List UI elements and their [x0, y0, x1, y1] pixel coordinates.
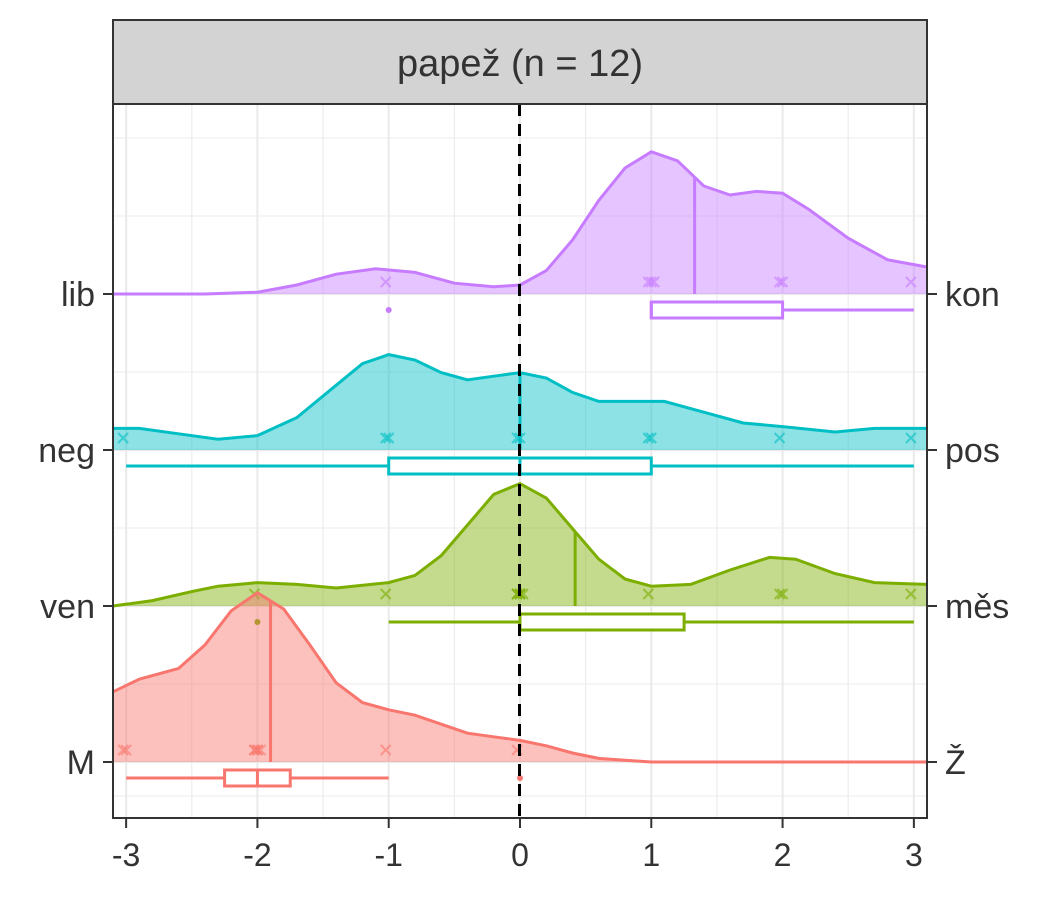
facet-strip — [112, 19, 928, 105]
data-point — [383, 432, 395, 444]
x-tick-label: -1 — [374, 837, 402, 873]
x-tick-label: -3 — [112, 837, 140, 873]
data-point — [645, 276, 657, 288]
density-line — [112, 481, 928, 608]
ridge-group — [112, 591, 927, 788]
box-iqr — [649, 300, 785, 320]
box-iqr — [518, 612, 686, 632]
data-point — [773, 276, 786, 288]
data-point — [773, 432, 786, 444]
data-point — [380, 588, 392, 600]
box-outlier — [517, 775, 523, 781]
ridge-group — [113, 353, 927, 476]
x-tick-label: 3 — [905, 837, 923, 873]
data-point — [642, 432, 654, 444]
density-line — [113, 353, 927, 441]
data-point — [905, 432, 917, 444]
data-point — [642, 588, 654, 600]
data-point — [248, 744, 261, 756]
density-area — [113, 151, 927, 294]
density-area — [113, 592, 927, 762]
y-tick-label-left: M — [67, 744, 95, 782]
data-point — [120, 744, 132, 756]
data-point — [380, 744, 392, 756]
data-point — [905, 276, 917, 288]
y-tick-label-left: ven — [40, 588, 95, 626]
data-point — [251, 744, 264, 756]
y-tick-label-right: kon — [945, 276, 1000, 314]
x-tick-label: 2 — [774, 837, 792, 873]
y-tick-label-left: neg — [38, 432, 95, 470]
density-line — [112, 591, 927, 764]
ridge-group — [113, 150, 928, 320]
data-point — [380, 276, 392, 288]
x-tick-label: 1 — [642, 837, 660, 873]
data-point — [380, 432, 392, 444]
y-tick-label-left: lib — [61, 276, 95, 314]
data-point — [645, 432, 657, 444]
data-point — [117, 432, 129, 444]
density-line — [113, 150, 928, 296]
data-point — [514, 432, 526, 444]
data-point — [776, 588, 789, 600]
data-point — [776, 276, 789, 288]
data-point — [117, 744, 129, 756]
data-point — [773, 588, 786, 600]
y-tick-label-right: Ž — [945, 744, 966, 782]
chart-title: papež (n = 12) — [397, 43, 643, 85]
data-point — [648, 276, 660, 288]
y-tick-label-right: měs — [945, 588, 1009, 626]
x-tick-label: 0 — [511, 837, 529, 873]
data-point — [905, 588, 917, 600]
y-tick-label-right: pos — [945, 432, 1000, 470]
box-outlier — [254, 619, 261, 625]
box-outlier — [385, 307, 392, 313]
x-tick-label: -2 — [243, 837, 271, 873]
